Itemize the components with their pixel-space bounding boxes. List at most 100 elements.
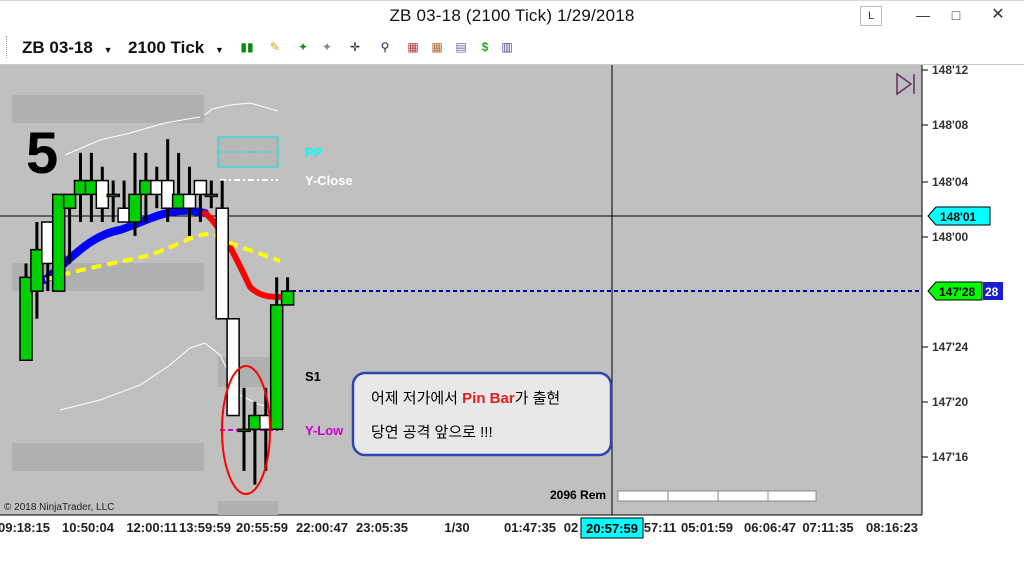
candle-body — [51, 193, 66, 292]
pin-icon[interactable]: ✦ — [297, 40, 309, 54]
last-price-marker — [927, 281, 983, 301]
price-tick-label: 147'24 — [932, 340, 969, 354]
callout-line1-highlight: Pin Bar — [462, 390, 515, 407]
envelope-upper-line-2 — [64, 116, 201, 156]
candle-body — [269, 304, 284, 431]
envelope-upper-line — [204, 102, 279, 116]
title-bar: ZB 03-18 (2100 Tick) 1/29/2018 L — □ ✕ — [0, 0, 1024, 31]
strategies-icon[interactable]: ▦ — [431, 40, 443, 54]
price-tick-label: 147'16 — [932, 450, 969, 464]
candle-body — [215, 207, 229, 320]
time-tick-label: 09:18:15 — [0, 520, 50, 535]
time-axis: 09:18:15 10:50:04 12:00:11 13:59:59 20:5… — [0, 520, 918, 535]
chart-style-icon[interactable]: ▮▮ — [240, 40, 254, 54]
candle-body — [204, 193, 219, 198]
minimize-icon[interactable]: — — [916, 7, 930, 23]
candle-body — [19, 276, 33, 361]
properties-icon[interactable]: ▤ — [455, 40, 467, 54]
candles-group — [19, 139, 295, 485]
indicators-icon[interactable]: ▦ — [407, 40, 419, 54]
copyright-label: © 2018 NinjaTrader, LLC — [4, 502, 114, 513]
callout-line1-post: 가 출현 — [515, 390, 561, 407]
candle-body — [106, 193, 120, 198]
candle-body — [226, 318, 240, 417]
cursor-time-marker — [580, 517, 644, 539]
time-tick-label: 20:55:59 — [236, 520, 288, 535]
time-tick-label: 13:59:59 — [179, 520, 231, 535]
yclose-label: Y-Close — [305, 173, 353, 188]
remaining-label: 2096 Rem — [550, 488, 606, 502]
price-tick-label: 148'12 — [932, 65, 969, 77]
time-tick-label: 22:00:47 — [296, 520, 348, 535]
drawing-tool-icon[interactable]: ✎ — [269, 40, 281, 54]
price-tick-label: 148'04 — [932, 175, 969, 189]
chart-area[interactable]: PP Y-Close S1 Y-Low 5 어제 저가에서 Pin Bar가 출… — [0, 63, 1024, 558]
time-tick-label: 23:05:35 — [356, 520, 408, 535]
maximize-icon[interactable]: □ — [951, 7, 961, 23]
time-tick-label: 02 — [564, 520, 578, 535]
envelope-lower-line — [59, 342, 279, 411]
callout-line1: 어제 저가에서 Pin Bar가 출현 — [371, 390, 560, 407]
cursor-time-label: 20:57:59 — [586, 521, 638, 536]
pp-label: PP — [305, 145, 323, 160]
chevron-down-icon: ▼ — [215, 45, 224, 55]
zoom-icon[interactable]: ⚲ — [380, 40, 390, 54]
instrument-label: ZB 03-18 — [22, 38, 93, 57]
candle-body — [193, 179, 208, 196]
time-tick-label: 1/30 — [444, 520, 469, 535]
last-price-label: 147'28 — [939, 285, 976, 299]
time-tick-label: 06:06:47 — [744, 520, 796, 535]
callout-box — [351, 371, 613, 457]
play-marker-triangle — [896, 72, 913, 96]
candle-body — [62, 193, 77, 209]
ema-line-up — [41, 206, 209, 284]
candle-body — [280, 290, 295, 306]
cursor-price-label: 148'01 — [940, 210, 977, 224]
price-tick-label: 148'08 — [932, 118, 969, 132]
candle-body — [30, 248, 44, 292]
volume-zone — [12, 443, 204, 471]
last-price-short-label: 28 — [985, 285, 999, 299]
candle-body — [182, 193, 197, 209]
volume-zones — [12, 95, 279, 515]
instrument-selector[interactable]: ZB 03-18 ▼ — [22, 38, 113, 58]
interval-selector[interactable]: 2100 Tick ▼ — [128, 38, 224, 58]
time-tick-label: 08:16:23 — [866, 520, 918, 535]
chart-toolbar: ZB 03-18 ▼ 2100 Tick ▼ ▮▮ ✎ ✦ ✦ ✛ ⚲ ▦ ▦ … — [0, 30, 1024, 65]
close-icon[interactable]: ✕ — [991, 6, 1005, 23]
candle-body — [128, 193, 142, 223]
price-tick-label: 148'00 — [932, 230, 969, 244]
s2-zone — [218, 501, 278, 515]
time-tick-label: 07:11:35 — [802, 520, 853, 535]
data-box-icon[interactable]: ▥ — [501, 40, 513, 54]
chevron-down-icon: ▼ — [103, 45, 113, 55]
interval-label: 2100 Tick — [128, 38, 205, 57]
big-number-label: 5 — [26, 121, 58, 186]
time-tick-label: 01:47:35 — [504, 520, 556, 535]
s1-label: S1 — [305, 369, 321, 384]
volume-zone — [12, 95, 204, 123]
pin-bar-circle — [221, 365, 271, 495]
time-tick-label: 05:01:59 — [681, 520, 733, 535]
pin-disabled-icon[interactable]: ✦ — [321, 40, 333, 54]
link-button[interactable]: L — [860, 6, 882, 26]
candle-body — [237, 428, 251, 433]
last-price-short-box — [983, 282, 1003, 300]
play-marker-icon[interactable] — [896, 72, 915, 96]
price-axis: 148'12 148'08 148'04 148'00 147'24 147'2… — [922, 63, 969, 464]
cursor-price-marker — [927, 206, 991, 226]
price-chart[interactable]: PP Y-Close S1 Y-Low 5 어제 저가에서 Pin Bar가 출… — [0, 63, 1024, 558]
sma-line — [29, 232, 281, 287]
callout-line2: 당연 공격 앞으로 !!! — [371, 424, 493, 441]
time-tick-label: 10:50:04 — [62, 520, 115, 535]
time-tick-label: 12:00:11 — [126, 520, 177, 535]
money-icon[interactable]: $ — [481, 40, 489, 54]
ylow-label: Y-Low — [305, 423, 344, 438]
toolbar-grip[interactable] — [6, 36, 10, 58]
price-tick-label: 147'20 — [932, 395, 969, 409]
time-tick-label: 57:11 — [644, 520, 677, 535]
callout-line1-pre: 어제 저가에서 — [371, 390, 462, 407]
window-title: ZB 03-18 (2100 Tick) 1/29/2018 — [389, 6, 635, 25]
time-axis-panel — [0, 515, 1024, 558]
crosshair-icon[interactable]: ✛ — [349, 40, 361, 54]
